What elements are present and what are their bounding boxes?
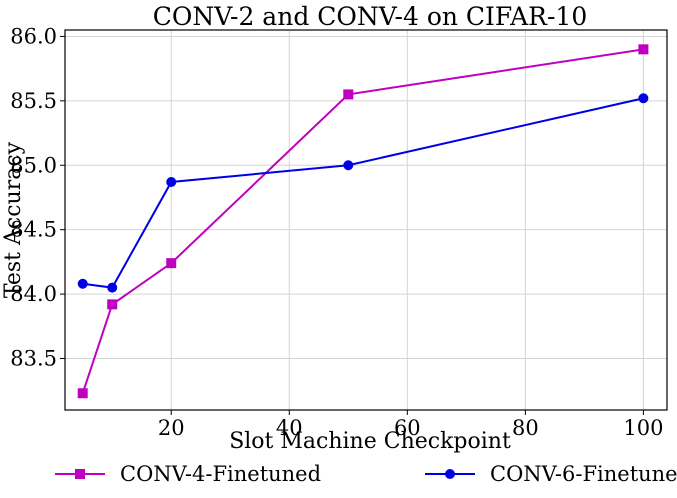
data-point	[343, 160, 354, 171]
x-axis-label: Slot Machine Checkpoint	[229, 429, 511, 454]
data-point	[107, 282, 118, 293]
legend-item-conv-6-finetuned: CONV-6-Finetuned	[425, 462, 677, 486]
data-point	[107, 299, 118, 310]
y-tick-label: 84.0	[10, 282, 57, 306]
series-conv-4-finetuned	[77, 44, 649, 399]
y-tick-label: 84.5	[10, 218, 57, 242]
data-point	[166, 258, 177, 269]
y-tick-label: 83.5	[10, 346, 57, 370]
y-tick-label: 85.5	[10, 89, 57, 113]
legend-marker-square	[75, 469, 85, 479]
chart-title: CONV-2 and CONV-4 on CIFAR-10	[153, 2, 588, 31]
data-point	[343, 89, 354, 100]
x-tick-label: 40	[276, 416, 303, 440]
x-tick-label: 60	[394, 416, 421, 440]
data-point	[166, 177, 177, 187]
legend-item-conv-4-finetuned: CONV-4-Finetuned	[55, 462, 321, 486]
y-axis-label: Test Accuracy	[1, 141, 26, 298]
grid-lines	[65, 30, 667, 410]
series-conv-6-finetuned	[77, 93, 649, 293]
axis-ticks: 20 40 60 80 100 83.5 84.0 84.5 85.0 85.5 86.0	[10, 24, 663, 440]
data-point	[638, 93, 649, 104]
x-tick-label: 20	[158, 416, 185, 440]
legend-label: CONV-6-Finetuned	[490, 462, 677, 486]
y-tick-label: 85.0	[10, 153, 57, 177]
legend-marker-circle	[445, 469, 455, 479]
legend: CONV-4-Finetuned CONV-6-Finetuned	[55, 462, 677, 486]
series-layer	[77, 44, 649, 399]
data-point	[77, 278, 88, 289]
data-point	[638, 44, 649, 55]
legend-label: CONV-4-Finetuned	[120, 462, 321, 486]
x-tick-label: 100	[623, 416, 663, 440]
data-point	[77, 388, 88, 399]
plot-area-frame	[64, 29, 668, 411]
x-tick-label: 80	[512, 416, 539, 440]
y-tick-label: 86.0	[10, 24, 57, 48]
